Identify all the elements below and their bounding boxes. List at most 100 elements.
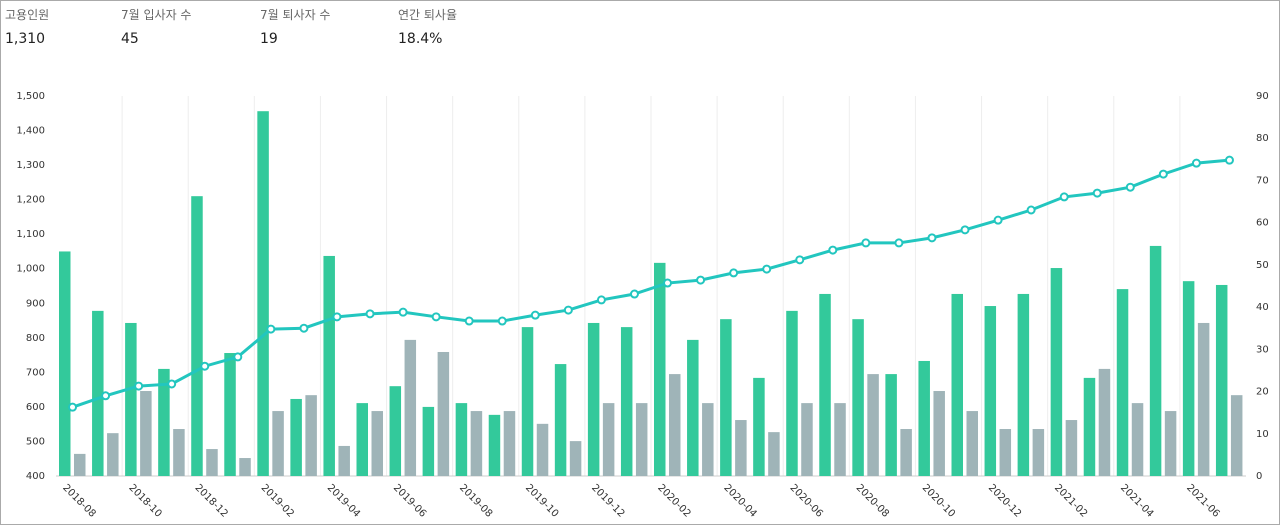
- kpi-label: 연간 퇴사율: [398, 8, 458, 22]
- bar: [404, 339, 417, 476]
- line-point: [101, 391, 111, 401]
- y-tick-label: 400: [26, 471, 45, 482]
- line-point: [332, 312, 342, 322]
- line-point: [497, 316, 507, 326]
- kpi-value: 45: [121, 31, 139, 47]
- bar: [290, 398, 302, 476]
- bar: [92, 310, 104, 476]
- y2-tick-label: 60: [1256, 218, 1269, 229]
- kpi: 고용인원 1,310: [5, 6, 49, 47]
- y2-tick-label: 90: [1256, 91, 1269, 102]
- bar: [158, 368, 170, 476]
- bar: [455, 403, 468, 476]
- x-tick-label: 2020-12: [986, 482, 1023, 519]
- bar: [753, 377, 765, 476]
- bar: [422, 406, 435, 476]
- bar: [140, 391, 152, 476]
- y2-tick-label: 30: [1256, 344, 1269, 355]
- bar: [768, 432, 780, 476]
- x-tick-label: 2020-02: [655, 482, 692, 519]
- bar: [885, 374, 897, 476]
- bar: [951, 293, 963, 476]
- bar: [1017, 293, 1030, 476]
- line-point: [993, 215, 1003, 225]
- line-point: [398, 307, 408, 317]
- line-point: [894, 238, 904, 248]
- bar: [1164, 411, 1177, 476]
- line-point: [233, 352, 243, 362]
- x-tick-label: 2020-08: [854, 482, 891, 519]
- line-point: [729, 268, 739, 278]
- bar: [620, 327, 633, 476]
- bar: [356, 403, 368, 476]
- line-point: [596, 295, 606, 305]
- line: [72, 158, 1230, 409]
- bar: [1065, 420, 1078, 476]
- bar: [1032, 429, 1045, 476]
- line-point: [1224, 155, 1234, 165]
- line-point: [927, 233, 937, 243]
- y-tick-label: 1,400: [16, 126, 45, 137]
- bar: [1182, 281, 1195, 476]
- bar: [125, 322, 137, 476]
- y2-tick-label: 80: [1256, 133, 1269, 144]
- bar: [1050, 268, 1063, 476]
- bar: [107, 433, 119, 476]
- bar: [635, 403, 648, 476]
- bar: [1197, 322, 1210, 476]
- line-point: [762, 264, 772, 274]
- bar: [933, 391, 945, 476]
- line-point: [663, 278, 673, 288]
- bar: [59, 251, 71, 476]
- line-point: [299, 323, 309, 333]
- line-point: [828, 245, 838, 255]
- x-tick-label: 2020-06: [788, 482, 825, 519]
- bar: [654, 262, 666, 476]
- bar: [702, 403, 714, 476]
- y2-tick-label: 40: [1256, 302, 1269, 313]
- bar: [819, 293, 831, 476]
- bar: [587, 322, 600, 476]
- bar: [191, 196, 203, 476]
- kpi: 7월 입사자 수 45: [121, 6, 191, 47]
- bar: [173, 429, 185, 476]
- line-point: [1092, 188, 1102, 198]
- bar: [389, 386, 402, 476]
- kpi-label: 고용인원: [5, 8, 50, 22]
- line-point: [464, 316, 474, 326]
- line-point: [431, 312, 441, 322]
- x-tick-label: 2018-10: [126, 482, 163, 519]
- x-tick-label: 2020-04: [721, 482, 758, 519]
- line-point: [530, 310, 540, 320]
- bar: [338, 445, 350, 476]
- bar: [554, 364, 567, 476]
- y-tick-label: 1,100: [16, 229, 45, 240]
- bar: [1083, 377, 1096, 476]
- line-point: [1158, 169, 1168, 179]
- bar: [206, 449, 218, 476]
- x-tick-label: 2020-10: [920, 482, 957, 519]
- bar: [786, 310, 798, 476]
- bar: [1230, 395, 1243, 476]
- bar: [1149, 245, 1162, 476]
- bar: [1215, 284, 1228, 476]
- line-point: [1191, 158, 1201, 168]
- kpi: 연간 퇴사율 18.4%: [398, 6, 457, 47]
- bar: [867, 374, 879, 476]
- line-point: [200, 361, 210, 371]
- bar: [669, 374, 681, 476]
- bar: [966, 411, 978, 476]
- kpi-label: 7월 퇴사자 수: [260, 8, 331, 22]
- kpi: 7월 퇴사자 수 19: [260, 6, 330, 47]
- x-tick-label: 2019-02: [259, 482, 296, 519]
- bar: [536, 423, 549, 476]
- line-point: [861, 238, 871, 248]
- kpi-value: 19: [260, 31, 278, 47]
- bar: [1098, 368, 1111, 476]
- bar: [371, 411, 383, 476]
- bar: [999, 429, 1012, 476]
- bar: [735, 420, 747, 476]
- line-point: [365, 309, 375, 319]
